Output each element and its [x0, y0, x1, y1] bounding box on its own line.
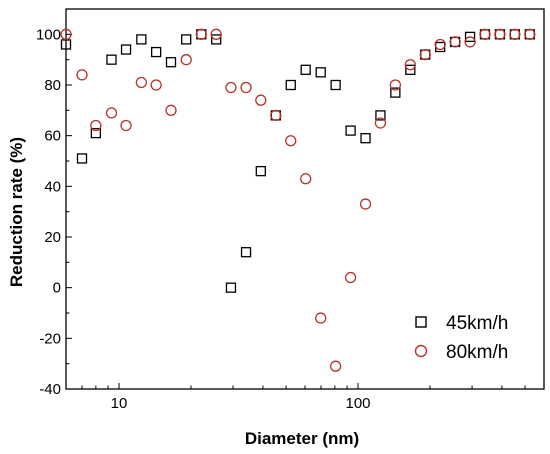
data-point-square [405, 64, 416, 75]
data-point-square [181, 34, 192, 45]
data-point-square [315, 67, 326, 78]
data-point-circle [509, 28, 521, 40]
data-point-square [435, 41, 446, 53]
series-80km/h [60, 28, 536, 372]
data-point-square [285, 79, 296, 91]
data-point-circle [120, 119, 132, 132]
data-point-circle [449, 36, 461, 48]
data-point-circle [359, 198, 372, 210]
data-point-square [375, 110, 386, 121]
data-point-circle [419, 48, 431, 61]
data-point-circle [135, 76, 147, 89]
y-axis-title: Reduction rate (%) [7, 137, 26, 287]
y-tick-label: 60 [44, 128, 61, 145]
x-axis: 10 100 [65, 383, 545, 412]
y-tick-label: 100 [36, 26, 61, 43]
x-axis-title: Diameter (nm) [245, 429, 359, 448]
data-point-circle [389, 79, 402, 91]
data-point-circle [105, 107, 118, 119]
data-point-circle [300, 173, 312, 185]
x-tick-label: 10 [111, 395, 128, 412]
data-point-circle [404, 59, 416, 71]
data-point-circle [464, 36, 476, 48]
data-point-square [464, 31, 476, 43]
series-45km/h [60, 29, 535, 293]
data-point-circle [270, 109, 282, 122]
legend-label: 45km/h [446, 313, 508, 334]
data-point-square [330, 79, 341, 91]
data-points [60, 28, 536, 372]
data-point-square [360, 133, 371, 144]
data-point-circle [225, 81, 237, 94]
legend-label: 80km/h [446, 342, 508, 363]
data-point-circle [434, 38, 446, 51]
data-point-circle [60, 28, 72, 40]
data-point-circle [165, 104, 177, 116]
y-tick-label: 0 [53, 280, 61, 297]
data-point-circle [524, 28, 536, 40]
data-point-circle [494, 28, 506, 40]
data-point-circle [329, 360, 342, 372]
data-point-circle [150, 79, 162, 91]
data-point-square [165, 57, 177, 68]
data-point-circle [344, 271, 357, 284]
legend: 45km/h 80km/h [414, 313, 508, 363]
data-point-circle [240, 81, 252, 94]
data-point-square [120, 44, 132, 55]
data-point-square [211, 34, 222, 45]
data-point-square [136, 34, 147, 45]
y-tick-label: 40 [44, 178, 61, 195]
legend-marker-square [415, 316, 427, 328]
data-point-circle [90, 119, 102, 132]
data-point-square [345, 125, 356, 136]
data-point-circle [285, 135, 297, 147]
data-point-circle [210, 28, 222, 40]
data-point-square [150, 46, 162, 58]
y-tick-label: -20 [39, 330, 61, 347]
data-point-square [106, 54, 117, 65]
data-point-square [300, 64, 311, 75]
y-axis: -40 -20 0 20 40 60 80 100 [36, 26, 72, 398]
data-point-circle [315, 312, 327, 324]
data-point-circle [195, 28, 207, 40]
legend-marker-circle [414, 344, 428, 358]
data-point-circle [374, 117, 387, 129]
data-point-square [390, 87, 401, 98]
data-point-square [76, 153, 88, 164]
y-tick-label: 80 [44, 77, 61, 94]
data-point-square [90, 127, 102, 139]
data-point-square [240, 247, 252, 258]
data-point-circle [255, 94, 267, 106]
y-tick-label: -40 [39, 381, 61, 398]
data-point-circle [76, 69, 88, 81]
data-point-square [225, 282, 237, 293]
data-point-square [255, 165, 266, 177]
y-tick-label: 20 [44, 229, 61, 246]
data-point-circle [180, 54, 192, 66]
data-point-circle [479, 28, 491, 40]
x-tick-label: 100 [346, 395, 371, 412]
